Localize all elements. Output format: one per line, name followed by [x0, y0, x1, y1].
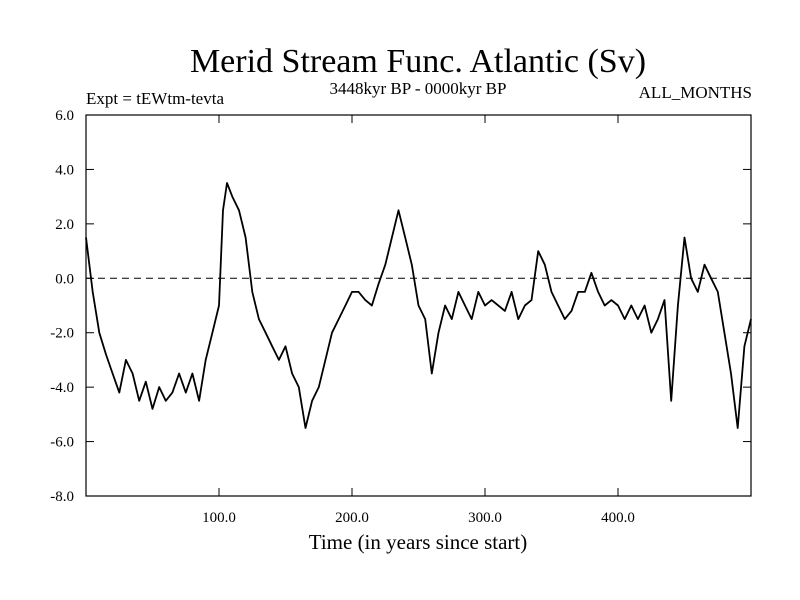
y-tick-label: 6.0: [55, 108, 74, 124]
time-range-label: 3448kyr BP - 0000kyr BP: [330, 79, 507, 98]
experiment-label: Expt = tEWtm-tevta: [86, 89, 224, 108]
series-line-0: [85, 182, 752, 429]
y-tick-label: 4.0: [55, 162, 74, 178]
x-tick-label: 300.0: [468, 510, 502, 526]
plot-frame: [85, 114, 752, 497]
y-tick-label: 2.0: [55, 217, 74, 233]
x-tick-label: 200.0: [335, 510, 369, 526]
x-tick-label: 100.0: [202, 510, 236, 526]
y-tick-label: -4.0: [50, 380, 74, 396]
y-tick-label: -8.0: [50, 489, 74, 505]
chart-title: Merid Stream Func. Atlantic (Sv): [190, 43, 646, 80]
x-tick-label: 400.0: [601, 510, 635, 526]
y-tick-label: 0.0: [55, 271, 74, 287]
y-tick-label: -6.0: [50, 435, 74, 451]
y-tick-label: -2.0: [50, 326, 74, 342]
x-axis-label: Time (in years since start): [309, 530, 528, 554]
months-label: ALL_MONTHS: [639, 83, 752, 102]
